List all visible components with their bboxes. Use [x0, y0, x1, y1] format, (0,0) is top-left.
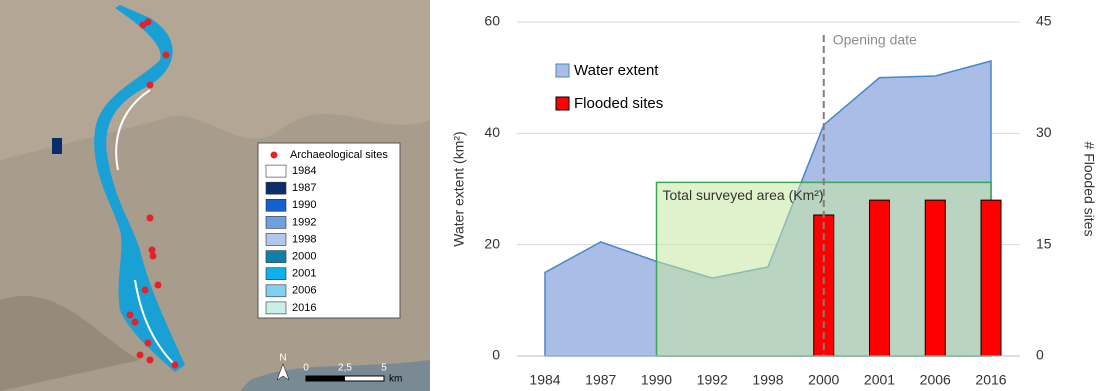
annotation: Opening date	[833, 32, 917, 48]
site	[127, 312, 134, 319]
legend-label: 1987	[292, 182, 316, 194]
y-tick-label: 60	[484, 13, 500, 29]
scale-label: 0	[303, 363, 309, 374]
legend-label: Archaeological sites	[290, 149, 388, 161]
chart: 0 20 40 60 0 15 30 45 1984 1987 1990 1992 1998 2000 20…	[484, 13, 1051, 388]
y2-tick-label: 15	[1036, 235, 1052, 251]
x-tick-label: 2000	[808, 372, 839, 388]
x-tick-label: 1984	[529, 372, 560, 388]
site	[145, 19, 152, 26]
map: Archaeological sites 1984 1987 1990 1992 1998…	[0, 0, 430, 391]
legend-swatch	[266, 268, 286, 280]
site	[150, 253, 157, 260]
legend-swatch	[266, 251, 286, 263]
y2-tick-label: 0	[1036, 347, 1044, 363]
legend-label: 1998	[292, 233, 316, 245]
legend-label: 2006	[292, 285, 316, 297]
site	[137, 352, 144, 359]
legend-swatch	[266, 285, 286, 297]
bar	[925, 200, 945, 356]
x-tick-label: 2001	[864, 372, 895, 388]
site	[132, 319, 139, 326]
x-tick-label: 1992	[697, 372, 728, 388]
legend-swatch	[266, 199, 286, 211]
scale-label: 5	[381, 363, 387, 374]
x-tick-label: 1990	[641, 372, 672, 388]
site	[147, 357, 154, 364]
page: Archaeological sites 1984 1987 1990 1992 1998…	[0, 0, 1103, 391]
y-tick-label: 20	[484, 235, 500, 251]
site	[149, 247, 156, 254]
area-label: Total surveyed area (Km²)	[663, 187, 824, 203]
x-tick-label: 1998	[752, 372, 783, 388]
bar	[870, 200, 890, 356]
x-tick-label: 2016	[975, 372, 1006, 388]
north-arrow: N	[279, 353, 286, 364]
legend-swatch	[556, 64, 569, 77]
legend-label: 1992	[292, 216, 316, 228]
scale-bar-segment	[306, 376, 345, 381]
legend-dot	[271, 152, 278, 159]
y-tick-label: 40	[484, 124, 500, 140]
scale-unit: km	[389, 374, 402, 385]
x-tick-label: 2006	[920, 372, 951, 388]
site	[147, 82, 154, 89]
x-tick-label: 1987	[585, 372, 616, 388]
legend-label: 1990	[292, 199, 316, 211]
legend-swatch	[266, 302, 286, 314]
legend-swatch	[266, 216, 286, 228]
bar	[981, 200, 1001, 356]
legend-swatch	[266, 182, 286, 194]
site	[142, 287, 149, 294]
legend-label: Water extent	[574, 62, 659, 79]
scale-label: 2,5	[338, 363, 352, 374]
site	[163, 52, 170, 59]
y-axis-label: Water extent (km²)	[451, 131, 467, 246]
site	[145, 340, 152, 347]
legend-label: Flooded sites	[574, 95, 663, 112]
legend-swatch	[266, 165, 286, 177]
site	[172, 362, 179, 369]
legend-swatch	[556, 97, 569, 110]
legend-label: 2000	[292, 251, 316, 263]
site	[147, 215, 154, 222]
y2-tick-label: 45	[1036, 13, 1052, 29]
lake	[52, 138, 62, 154]
legend-label: 1984	[292, 165, 316, 177]
y2-axis-label: # Flooded sites	[1081, 142, 1097, 237]
legend-label: 2001	[292, 268, 316, 280]
site	[155, 282, 162, 289]
figure: Archaeological sites 1984 1987 1990 1992 1998…	[0, 0, 1103, 391]
legend-swatch	[266, 234, 286, 246]
y-tick-label: 0	[492, 347, 500, 363]
y2-tick-label: 30	[1036, 124, 1052, 140]
legend-label: 2016	[292, 302, 316, 314]
